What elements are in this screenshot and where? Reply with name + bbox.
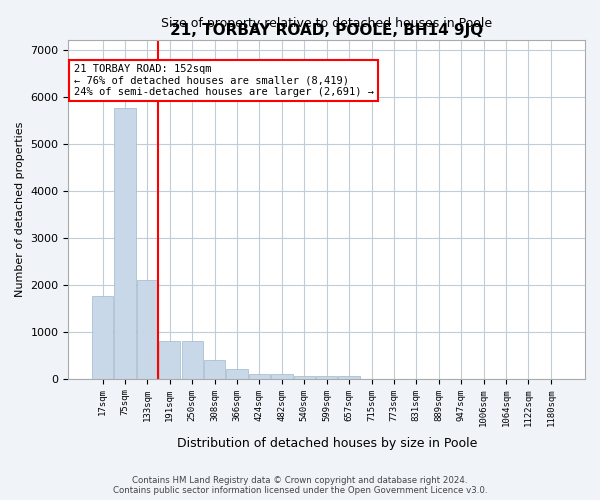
Bar bbox=[204, 360, 225, 378]
Bar bbox=[226, 369, 248, 378]
Bar bbox=[293, 376, 315, 378]
Bar bbox=[249, 374, 270, 378]
Bar bbox=[338, 376, 360, 378]
Bar bbox=[316, 376, 337, 378]
Bar bbox=[137, 280, 158, 378]
Bar bbox=[159, 341, 181, 378]
Bar bbox=[115, 108, 136, 378]
Text: Size of property relative to detached houses in Poole: Size of property relative to detached ho… bbox=[161, 17, 492, 30]
Y-axis label: Number of detached properties: Number of detached properties bbox=[15, 122, 25, 297]
Text: Contains HM Land Registry data © Crown copyright and database right 2024.
Contai: Contains HM Land Registry data © Crown c… bbox=[113, 476, 487, 495]
Bar bbox=[182, 341, 203, 378]
X-axis label: Distribution of detached houses by size in Poole: Distribution of detached houses by size … bbox=[176, 437, 477, 450]
Title: 21, TORBAY ROAD, POOLE, BH14 9JQ: 21, TORBAY ROAD, POOLE, BH14 9JQ bbox=[170, 23, 484, 38]
Bar bbox=[92, 296, 113, 378]
Bar bbox=[271, 374, 293, 378]
Text: 21 TORBAY ROAD: 152sqm
← 76% of detached houses are smaller (8,419)
24% of semi-: 21 TORBAY ROAD: 152sqm ← 76% of detached… bbox=[74, 64, 374, 98]
